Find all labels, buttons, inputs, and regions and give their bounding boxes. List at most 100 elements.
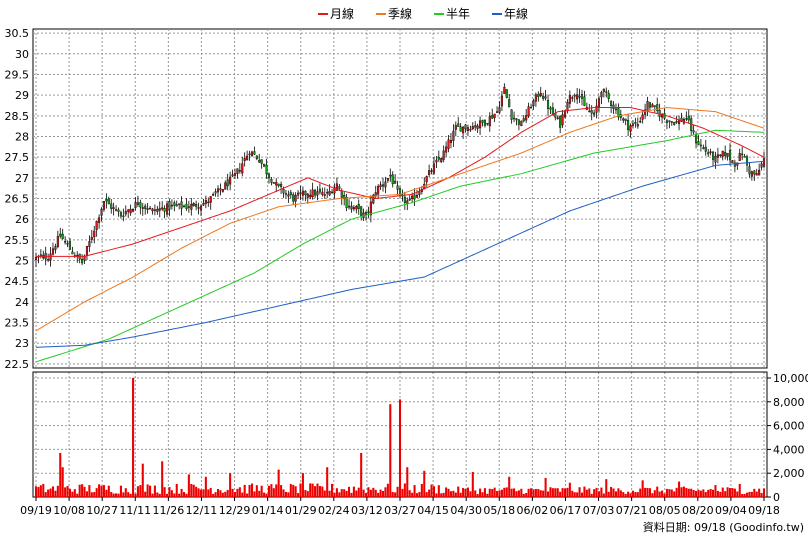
candle-body <box>503 86 506 94</box>
candle <box>634 117 637 128</box>
candle <box>311 182 314 200</box>
candle-body <box>197 207 200 209</box>
candle <box>345 193 348 212</box>
x-tick-label: 08/20 <box>682 504 714 517</box>
price-tick-label: 27.5 <box>5 151 30 164</box>
candle-body <box>243 158 246 161</box>
candle <box>204 195 207 209</box>
candle-body <box>454 125 457 130</box>
volume-bar <box>333 492 336 497</box>
volume-bar <box>231 488 234 497</box>
candle <box>90 229 93 244</box>
volume-bar <box>328 490 331 497</box>
volume-bar <box>699 490 702 497</box>
candle <box>280 181 283 194</box>
candle-body <box>644 109 647 115</box>
candle-body <box>731 160 734 163</box>
volume-bar <box>76 493 79 497</box>
x-tick-label: 06/17 <box>550 504 582 517</box>
candle-body <box>435 159 438 163</box>
price-tick-label: 25 <box>15 255 29 268</box>
candle <box>418 187 421 198</box>
candle-body <box>122 215 125 218</box>
candle-body <box>229 176 232 185</box>
candle <box>716 147 719 164</box>
candle <box>697 135 700 146</box>
volume-bar <box>166 493 169 497</box>
volume-bar <box>663 493 666 497</box>
candle-body <box>394 180 397 184</box>
candle-body <box>134 202 137 209</box>
candle-body <box>711 151 715 160</box>
candle-body <box>304 190 307 196</box>
candle-body <box>741 153 744 156</box>
candle-body <box>510 109 513 120</box>
candle <box>462 126 465 139</box>
candle-body <box>207 201 210 204</box>
volume-bar <box>250 483 254 497</box>
candle-body <box>56 236 59 247</box>
candle-body <box>464 124 467 129</box>
candle <box>515 118 518 126</box>
candle <box>454 121 457 137</box>
volume-bar <box>187 474 190 497</box>
candle-body <box>258 159 261 163</box>
volume-bar <box>678 481 681 497</box>
volume-bar <box>56 485 59 497</box>
candle <box>144 203 147 215</box>
volume-bar <box>241 492 244 497</box>
candle <box>636 117 639 129</box>
candle-body <box>260 159 263 164</box>
x-tick-label: 12/29 <box>219 504 251 517</box>
volume-bar <box>90 492 93 497</box>
candle-body <box>347 205 351 208</box>
x-tick-label: 04/30 <box>450 504 482 517</box>
x-tick-label: 11/11 <box>119 504 151 517</box>
volume-bar <box>728 488 732 497</box>
candle-body <box>418 191 421 195</box>
candle <box>231 169 234 178</box>
candle-body <box>493 113 496 118</box>
candle <box>318 183 321 195</box>
candle <box>665 118 668 130</box>
candle-body <box>216 188 220 193</box>
candle-body <box>525 115 528 121</box>
volume-bar <box>326 467 329 497</box>
volume-bar <box>369 489 372 497</box>
volume-bar <box>445 487 448 497</box>
candle-body <box>81 258 84 264</box>
volume-bar <box>59 452 62 497</box>
legend-item: 月線 <box>318 6 354 21</box>
candle-body <box>311 189 314 198</box>
candle-body <box>85 245 89 256</box>
candle <box>153 204 156 216</box>
candle-body <box>445 146 448 153</box>
candle <box>372 193 375 205</box>
volume-bar <box>316 483 319 497</box>
volume-bar <box>374 489 377 497</box>
candle <box>733 159 736 173</box>
candle-body <box>39 254 42 257</box>
candle-body <box>204 200 207 204</box>
candle <box>352 205 355 212</box>
volume-bar <box>289 484 292 497</box>
candle <box>68 238 72 250</box>
volume-bar <box>146 484 149 497</box>
candle <box>391 171 394 188</box>
candle-body <box>753 170 756 175</box>
volume-bar <box>566 487 569 497</box>
candle <box>496 106 499 113</box>
candle <box>95 220 98 237</box>
candle <box>270 176 273 186</box>
candle <box>284 189 288 199</box>
candle-body <box>520 120 523 127</box>
candle <box>119 210 122 219</box>
candle-body <box>178 203 181 205</box>
candle <box>129 204 132 216</box>
volume-bar <box>301 473 304 497</box>
candle <box>445 141 448 157</box>
volume-bar <box>226 489 229 497</box>
candle-body <box>255 155 258 160</box>
x-tick-label: 12/11 <box>186 504 218 517</box>
candle-body <box>505 89 508 98</box>
